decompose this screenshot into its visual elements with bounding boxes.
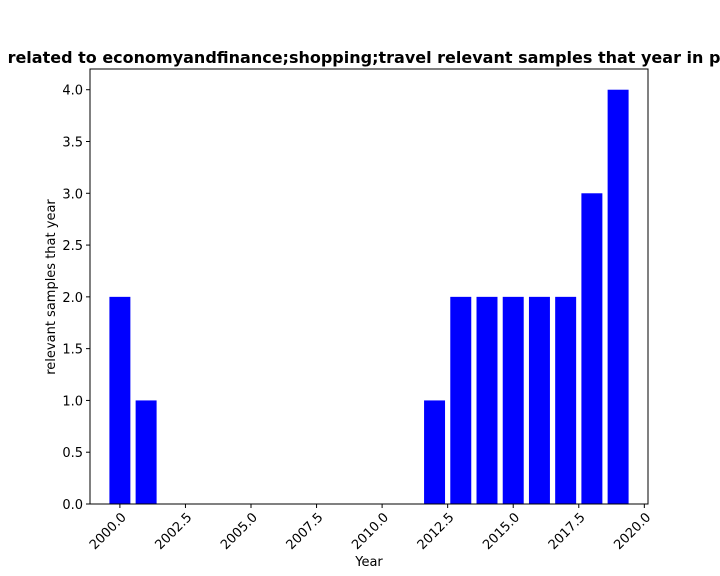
y-axis-ticks: 0.0 0.5 1.0 1.5 2.0 2.5 3.0 3.5 4.0 (62, 84, 90, 513)
x-axis-ticks: 2000.0 2002.5 2005.0 2007.5 2010.0 2012.5 2015… (87, 504, 654, 553)
y-tick-label: 3.0 (62, 187, 83, 202)
y-tick-label: 2.0 (62, 291, 83, 306)
bar-2019 (607, 89, 629, 504)
y-tick-label: 1.5 (62, 343, 83, 358)
y-tick-label: 0.0 (62, 498, 83, 513)
bars-group (109, 89, 629, 505)
y-tick-label: 3.5 (62, 136, 83, 151)
x-tick-label: 2017.5 (546, 510, 589, 553)
bar-2001 (135, 400, 157, 504)
y-axis-label: relevant samples that year (44, 199, 59, 375)
bar-2017 (555, 296, 577, 504)
x-tick-label: 2012.5 (415, 510, 458, 553)
bar-2000 (109, 296, 131, 504)
x-tick-label: 2002.5 (152, 510, 195, 553)
bar-2018 (581, 193, 603, 505)
bar-2012 (424, 400, 446, 504)
plot-area-frame (89, 68, 649, 505)
y-tick-label: 0.5 (62, 446, 83, 461)
y-tick-label: 4.0 (62, 84, 83, 99)
x-tick-label: 2000.0 (87, 510, 130, 553)
x-tick-label: 2010.0 (349, 510, 392, 553)
bar-2014 (476, 296, 498, 504)
y-tick-label: 2.5 (62, 239, 83, 254)
y-tick-label: 1.0 (62, 394, 83, 409)
bar-2016 (528, 296, 550, 504)
chart-title: related to economyandfinance;shopping;tr… (8, 48, 720, 67)
x-tick-label: 2007.5 (284, 510, 327, 553)
x-tick-label: 2005.0 (218, 510, 261, 553)
bar-2015 (502, 296, 524, 504)
x-tick-label: 2020.0 (611, 510, 654, 553)
bar-2013 (450, 296, 472, 504)
x-axis-label: Year (354, 555, 383, 570)
x-tick-label: 2015.0 (480, 510, 523, 553)
